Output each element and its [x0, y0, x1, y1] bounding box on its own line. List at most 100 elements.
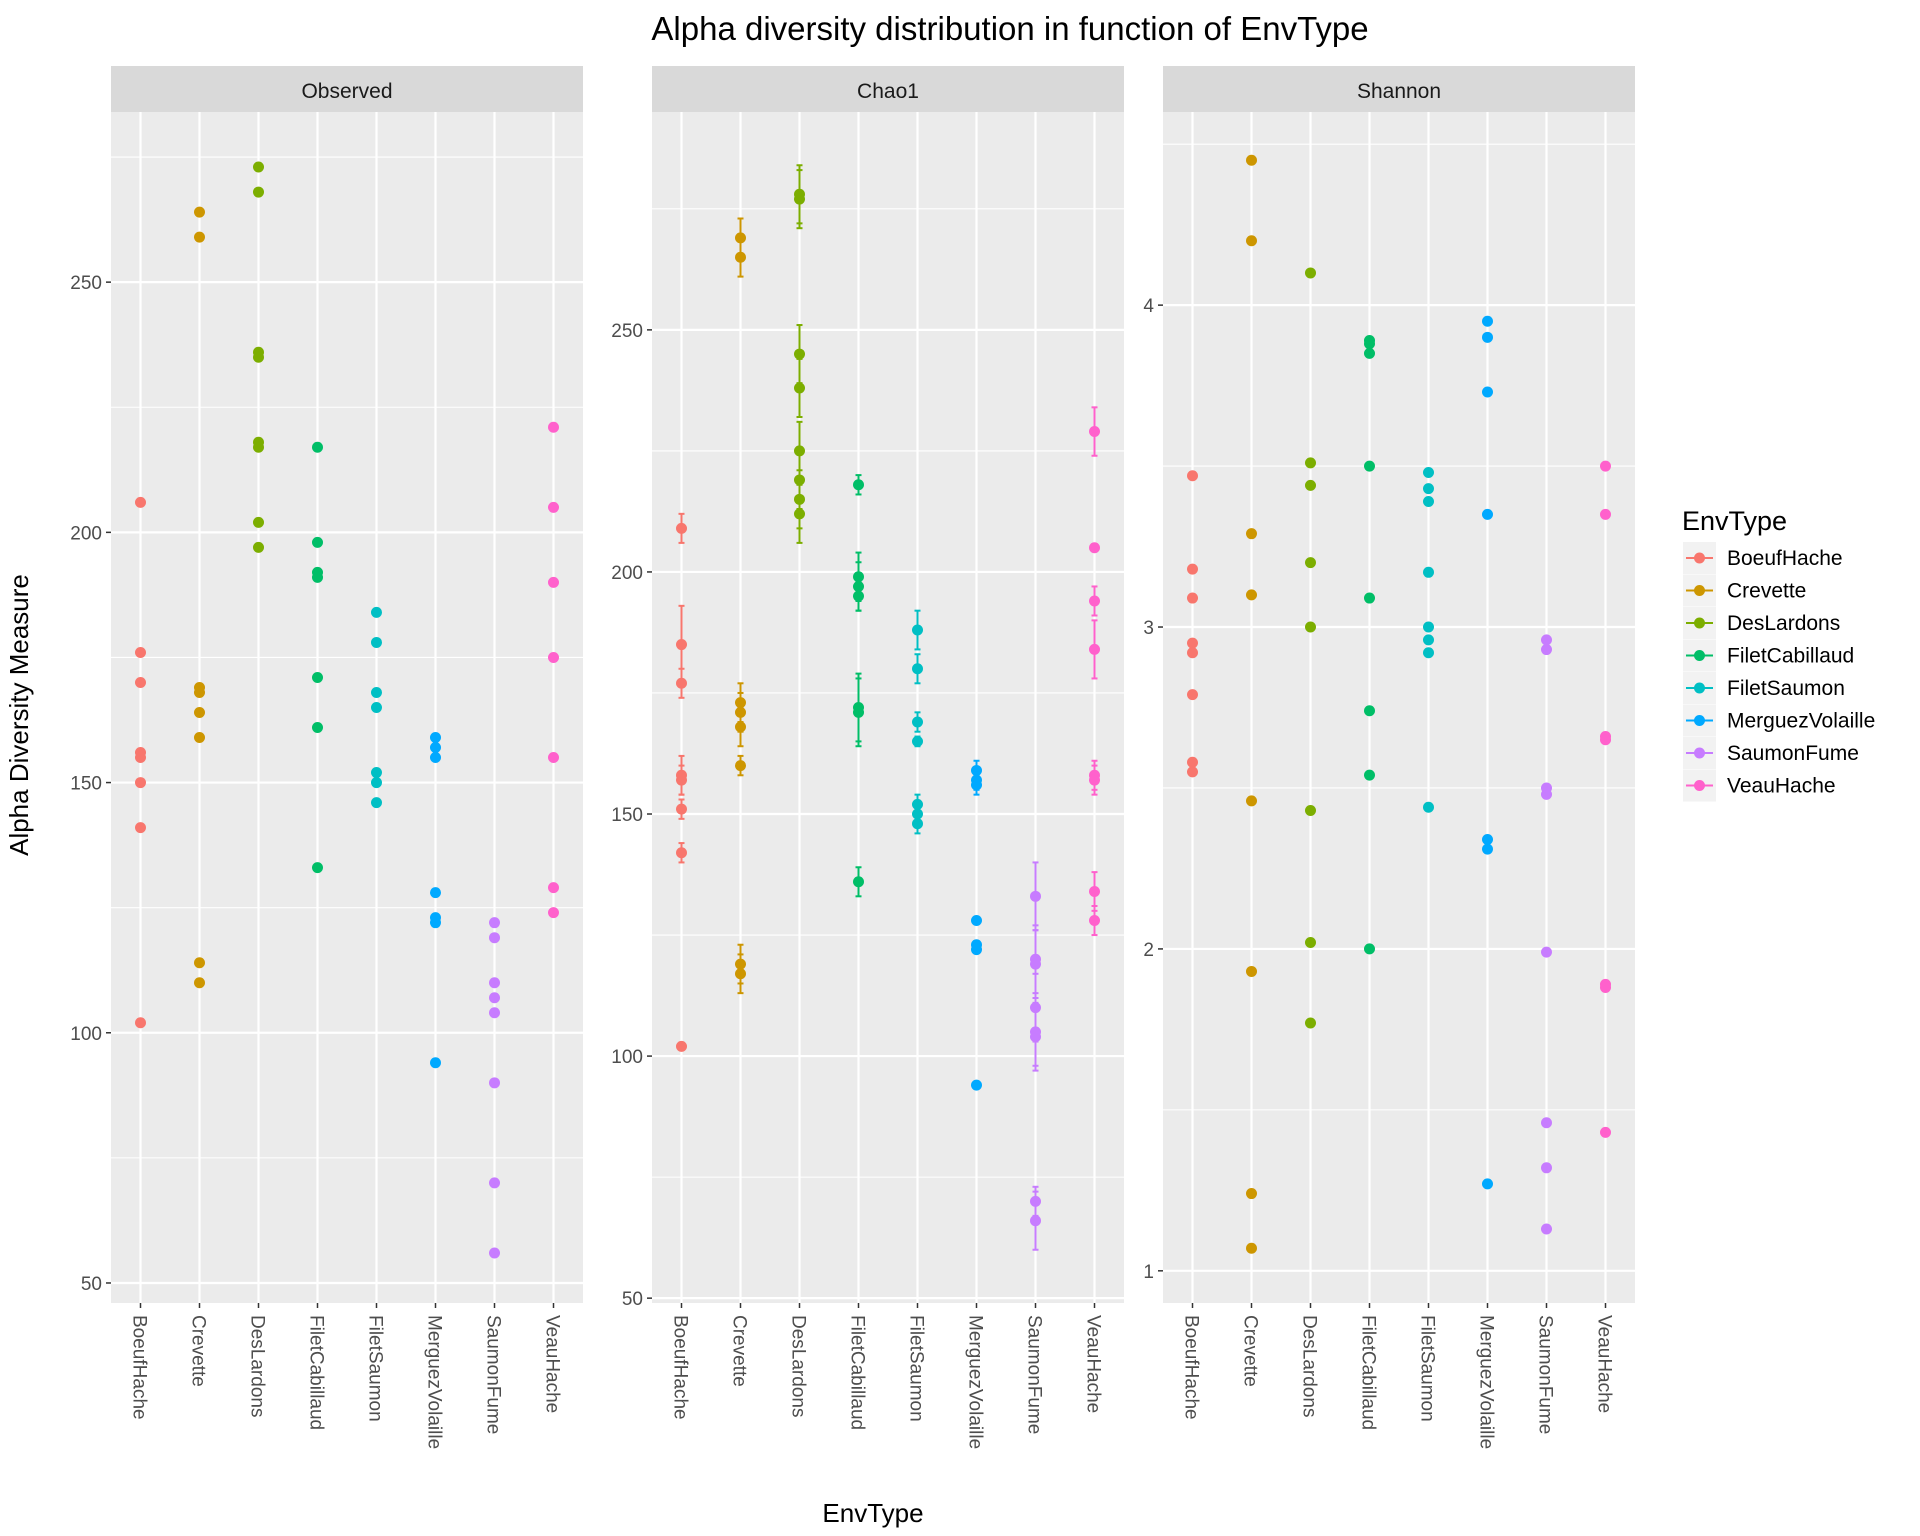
- legend-key-point: [1694, 585, 1705, 596]
- data-point: [430, 887, 441, 899]
- data-point: [489, 1077, 500, 1089]
- series-crevette: [1246, 154, 1257, 1254]
- data-point: [1423, 566, 1434, 578]
- y-tick-label: 150: [70, 774, 102, 795]
- data-point: [1423, 483, 1434, 495]
- data-point: [1305, 457, 1316, 469]
- data-point: [312, 571, 323, 583]
- data-point: [1187, 689, 1198, 701]
- data-point: [1305, 479, 1316, 491]
- data-point: [1364, 338, 1375, 350]
- legend-item-merguezvolaille: MerguezVolaille: [1683, 704, 1875, 737]
- strip-label: Observed: [301, 80, 392, 103]
- data-point: [548, 421, 559, 433]
- x-tick-label: FiletSaumon: [1417, 1315, 1438, 1422]
- series-crevette: [735, 217, 746, 995]
- data-point: [735, 251, 746, 263]
- data-point: [1541, 946, 1552, 958]
- series-boeufhache: [676, 512, 687, 1052]
- x-tick-label: BoeufHache: [670, 1315, 691, 1420]
- data-point: [548, 651, 559, 663]
- data-point: [1089, 885, 1100, 897]
- data-point: [1364, 460, 1375, 472]
- legend-label: MerguezVolaille: [1727, 710, 1875, 733]
- x-tick-label: Crevette: [729, 1315, 750, 1387]
- data-point: [794, 382, 805, 394]
- data-point: [489, 917, 500, 929]
- legend-label: Crevette: [1727, 580, 1806, 603]
- series-deslardons: [253, 161, 264, 553]
- series-merguezvolaille: [971, 759, 982, 1091]
- y-tick-label: 200: [611, 563, 643, 584]
- legend-label: BoeufHache: [1727, 547, 1843, 570]
- data-point: [1541, 1162, 1552, 1174]
- x-tick-label: SaumonFume: [483, 1315, 504, 1434]
- data-point: [676, 1040, 687, 1052]
- data-point: [1541, 1223, 1552, 1235]
- data-point: [489, 1177, 500, 1189]
- data-point: [253, 161, 264, 173]
- data-point: [430, 752, 441, 764]
- data-point: [194, 732, 205, 744]
- x-tick-label: MerguezVolaille: [1476, 1315, 1497, 1449]
- data-point: [1600, 460, 1611, 472]
- data-point: [912, 716, 923, 728]
- panel-shannon: Shannon 1 2 3 4 BoeufHache Crevette DesLardons F…: [1143, 66, 1635, 1449]
- data-point: [135, 752, 146, 764]
- data-point: [1030, 1031, 1041, 1043]
- data-point: [371, 777, 382, 789]
- data-point: [312, 671, 323, 683]
- data-point: [1187, 637, 1198, 649]
- data-point: [1423, 467, 1434, 479]
- data-point: [253, 516, 264, 528]
- data-point: [794, 193, 805, 205]
- data-point: [1482, 386, 1493, 398]
- legend-item-boeufhache: BoeufHache: [1683, 542, 1843, 574]
- legend-item-saumonfume: SaumonFume: [1683, 737, 1859, 769]
- data-point: [489, 992, 500, 1004]
- y-tick-label: 1: [1143, 1262, 1154, 1283]
- data-point: [1089, 542, 1100, 554]
- series-veauhache: [548, 421, 559, 919]
- data-point: [253, 186, 264, 198]
- series-saumonfume: [489, 917, 500, 1259]
- data-point: [489, 1247, 500, 1259]
- data-point: [853, 876, 864, 888]
- data-point: [1187, 563, 1198, 575]
- data-point: [194, 206, 205, 218]
- y-tick-label: 200: [70, 523, 102, 544]
- data-point: [1030, 890, 1041, 902]
- series-boeufhache: [135, 496, 146, 1029]
- data-point: [676, 803, 687, 815]
- series-filetsaumon: [1423, 467, 1434, 813]
- x-tick-label: VeauHache: [542, 1315, 563, 1413]
- data-point: [1305, 621, 1316, 633]
- data-point: [1482, 833, 1493, 845]
- x-tick-label: MerguezVolaille: [965, 1315, 986, 1449]
- data-point: [1600, 1126, 1611, 1138]
- legend-key-point: [1694, 617, 1705, 629]
- data-point: [1089, 915, 1100, 927]
- data-point: [1423, 634, 1434, 646]
- legend-label: DesLardons: [1727, 612, 1840, 635]
- data-point: [1089, 595, 1100, 607]
- data-point: [971, 915, 982, 927]
- data-point: [1600, 734, 1611, 746]
- panel-background: [1163, 112, 1635, 1303]
- data-point: [1305, 557, 1316, 569]
- panel-observed: Observed 50 100 150 200 250 BoeufHache Crevette…: [70, 66, 583, 1449]
- data-point: [1246, 965, 1257, 977]
- data-point: [1541, 644, 1552, 656]
- series-veauhache: [1600, 460, 1611, 1138]
- series-veauhache: [1089, 406, 1100, 937]
- series-filetcabillaud: [312, 441, 323, 874]
- data-point: [912, 624, 923, 636]
- series-deslardons: [794, 164, 805, 544]
- data-point: [1187, 756, 1198, 768]
- data-point: [194, 977, 205, 989]
- x-tick-label: MerguezVolaille: [424, 1315, 445, 1449]
- data-point: [1364, 592, 1375, 604]
- data-point: [1364, 943, 1375, 955]
- data-point: [1246, 528, 1257, 540]
- x-tick-label: SaumonFume: [1024, 1315, 1045, 1434]
